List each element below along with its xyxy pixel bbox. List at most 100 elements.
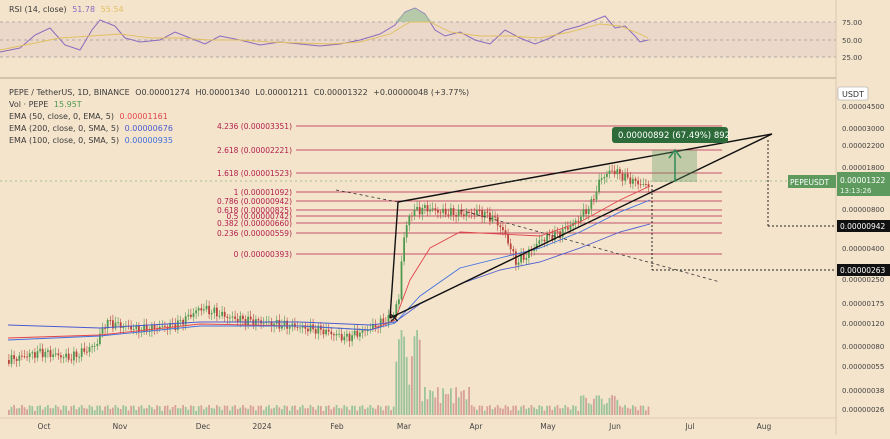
- rsi-tick: 75.00: [842, 19, 862, 27]
- ema50-legend[interactable]: EMA (50, close, 0, EMA, 5) 0.00001161: [9, 112, 168, 122]
- volume-bar: [294, 405, 296, 415]
- volume-bar: [582, 395, 585, 415]
- candle-body: [548, 234, 551, 236]
- volume-bar: [296, 409, 299, 415]
- candle-body: [177, 320, 179, 330]
- volume-bar: [208, 405, 210, 415]
- candle-body: [148, 331, 151, 332]
- volume-bar: [647, 406, 650, 415]
- candle-body: [463, 214, 465, 216]
- candle-body: [21, 355, 23, 357]
- candle-body: [309, 324, 312, 332]
- time-axis[interactable]: Oct Nov Dec 2024 Feb Mar Apr May Jun Jul Aug: [38, 422, 772, 431]
- volume-bar: [439, 402, 442, 415]
- month-label: Oct: [38, 422, 51, 431]
- volume-bar: [156, 405, 158, 415]
- volume-bar: [54, 405, 57, 415]
- candle-body: [621, 173, 624, 181]
- wedge-cross-marker: ×: [389, 311, 400, 326]
- volume-bar: [403, 336, 405, 415]
- volume-bar: [10, 406, 13, 415]
- volume-bar: [242, 405, 244, 415]
- candle-body: [18, 355, 21, 361]
- price-axis[interactable]: 0.00004500 0.00003000 0.00002200 0.00001800…: [842, 103, 885, 414]
- volume-bar: [122, 405, 125, 415]
- candle-body: [270, 321, 273, 327]
- candle-body: [356, 330, 359, 337]
- unit-badge[interactable]: [837, 86, 869, 101]
- candle-body: [509, 243, 512, 250]
- candle-body: [525, 257, 528, 260]
- volume-bar: [411, 356, 413, 415]
- volume-bar: [387, 405, 390, 415]
- volume-bar: [455, 387, 457, 415]
- volume-bar: [114, 405, 117, 415]
- volume-bar: [309, 405, 312, 415]
- month-label: Apr: [470, 422, 484, 431]
- volume-bar: [143, 408, 145, 415]
- candle-body: [639, 184, 642, 186]
- candle-body: [538, 240, 541, 244]
- volume-bar: [577, 410, 580, 415]
- volume-bar: [151, 407, 153, 415]
- wedge-upper-line[interactable]: [397, 133, 773, 203]
- candle-body: [257, 319, 260, 321]
- candle-body: [151, 324, 153, 332]
- volume-bar: [138, 406, 140, 415]
- volume-bar: [559, 408, 561, 415]
- fib-label: 4.236 (0.00003351): [217, 122, 292, 131]
- volume-bar: [392, 406, 395, 415]
- volume-legend[interactable]: Vol · PEPE 15.95T: [9, 100, 82, 110]
- fib-label: 0.786 (0.00000942): [217, 197, 292, 206]
- volume-bar: [106, 405, 109, 415]
- volume-bar: [304, 408, 307, 415]
- volume-bar: [361, 405, 364, 415]
- volume-bar: [171, 406, 174, 415]
- candle-body: [450, 208, 452, 216]
- candle-body: [346, 333, 348, 337]
- candle-body: [411, 215, 413, 217]
- candle-body: [569, 225, 572, 230]
- volume-bar: [637, 410, 639, 415]
- volume-bar: [197, 406, 200, 415]
- ema50-value: 0.00001161: [119, 112, 168, 121]
- candle-body: [169, 323, 171, 329]
- volume-bar: [21, 405, 23, 415]
- wedge-lower-line[interactable]: [389, 133, 773, 319]
- volume-bar: [83, 407, 86, 415]
- volume-bar: [346, 406, 348, 415]
- candle-body: [281, 325, 283, 329]
- volume-bar: [515, 405, 517, 415]
- candle-body: [520, 253, 522, 263]
- volume-bar: [44, 407, 47, 415]
- volume-bar: [642, 405, 645, 415]
- candle-body: [470, 212, 473, 214]
- volume-bar: [99, 405, 101, 415]
- fib-label: 1.618 (0.00001523): [217, 169, 292, 178]
- candle-body: [647, 184, 650, 187]
- candle-body: [96, 343, 99, 346]
- candle-body: [8, 360, 10, 364]
- volume-bar: [590, 404, 593, 415]
- candle-body: [143, 324, 145, 332]
- wedge-pole-line[interactable]: [389, 201, 399, 319]
- ema100-legend[interactable]: EMA (100, close, 0, SMA, 5) 0.00000935: [9, 136, 173, 146]
- volume-bar: [200, 405, 203, 415]
- candle-body: [561, 228, 564, 237]
- volume-bar: [210, 407, 213, 415]
- measured-move[interactable]: 0.00000892 (67.49%) 892: [612, 127, 730, 182]
- ema200-legend[interactable]: EMA (200, close, 0, SMA, 5) 0.00000676: [9, 124, 173, 134]
- candle-body: [507, 234, 509, 244]
- volume-bar: [548, 405, 551, 415]
- symbol-header[interactable]: PEPE / TetherUS, 1D, BINANCE O0.00001274…: [9, 88, 469, 98]
- volume-bar: [603, 404, 606, 415]
- candle-body: [418, 206, 421, 215]
- candle-body: [335, 333, 338, 336]
- candle-body: [304, 325, 307, 329]
- volume-bar: [624, 405, 626, 415]
- candle-body: [478, 210, 481, 212]
- rsi-legend[interactable]: RSI (14, close) 51.78 55.54: [9, 5, 124, 15]
- candle-body: [164, 325, 166, 327]
- rsi-overbought-fill: [395, 8, 432, 22]
